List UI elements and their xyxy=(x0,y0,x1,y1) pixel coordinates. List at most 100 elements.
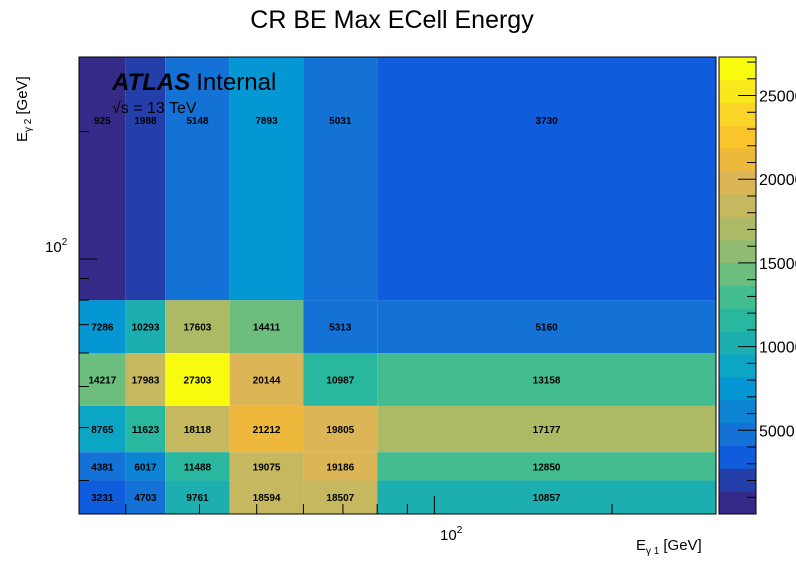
colorbar-segment xyxy=(719,376,756,401)
colorbar-segment xyxy=(719,262,756,286)
cell-value-label: 12850 xyxy=(533,462,561,473)
heatmap-cell xyxy=(125,352,166,406)
colorbar-tick-label: 5000 xyxy=(759,423,795,440)
atlas-label: ATLAS Internal xyxy=(111,69,276,96)
colorbar-segment xyxy=(719,308,756,332)
heatmap-cell xyxy=(377,480,716,514)
colorbar-frame xyxy=(718,56,757,515)
chart-title: CR BE Max ECell Energy xyxy=(250,6,534,34)
heatmap-cell xyxy=(303,480,378,514)
cell-value-label: 17983 xyxy=(132,375,160,386)
heatmap-cell xyxy=(165,57,230,301)
cell-value-label: 19805 xyxy=(326,425,354,436)
cell-value-label: 20144 xyxy=(253,375,281,386)
cell-value-label: 3730 xyxy=(535,116,558,127)
heatmap-cell xyxy=(229,300,304,353)
heatmap-cell xyxy=(377,405,716,453)
cell-value-label: 17603 xyxy=(184,323,212,334)
heatmap-cell xyxy=(79,405,126,453)
cell-value-label: 27303 xyxy=(184,375,212,386)
colorbar-segment xyxy=(719,216,756,241)
heatmap-cell xyxy=(165,352,230,406)
cell-value-label: 13158 xyxy=(533,375,561,386)
cell-value-label: 10987 xyxy=(326,375,354,386)
cell-value-label: 18594 xyxy=(253,493,281,504)
heatmap-cell xyxy=(125,452,166,481)
heatmap-cell xyxy=(377,57,716,301)
cell-value-label: 5031 xyxy=(329,116,352,127)
colorbar-segment xyxy=(719,148,756,172)
cell-value-label: 19186 xyxy=(326,462,354,473)
colorbar-segment xyxy=(719,285,756,309)
heatmap-cell xyxy=(165,480,230,514)
heatmap-cell xyxy=(229,480,304,514)
heatmap-cell xyxy=(125,405,166,453)
cell-value-label: 19075 xyxy=(253,462,281,473)
heatmap-cell xyxy=(229,57,304,301)
colorbar xyxy=(719,57,756,515)
energy-label: √s = 13 TeV xyxy=(112,100,197,117)
cell-value-label: 5148 xyxy=(186,116,209,127)
y-axis-ticks xyxy=(79,56,97,481)
colorbar-segment xyxy=(719,331,756,355)
heatmap-cell xyxy=(165,300,230,353)
heatmap-cell xyxy=(125,300,166,353)
heatmap-cell xyxy=(79,57,126,301)
cell-value-label: 10293 xyxy=(132,323,160,334)
colorbar-segment xyxy=(719,354,756,378)
y-axis-title: Eγ 2[GeV] xyxy=(14,76,34,142)
colorbar-segment xyxy=(719,422,756,446)
colorbar-tick-label: 25000 xyxy=(759,89,796,106)
colorbar-segment xyxy=(719,445,756,469)
cell-value-label: 9761 xyxy=(186,493,209,504)
heatmap-cell xyxy=(377,452,716,481)
colorbar-tick-label: 10000 xyxy=(759,340,796,357)
cell-value-label: 4381 xyxy=(91,462,114,473)
heatmap-cell xyxy=(303,300,378,353)
heatmap-cell xyxy=(125,480,166,514)
plot-frame xyxy=(78,56,717,515)
x-axis-ticks xyxy=(125,496,717,514)
heatmap-cell xyxy=(79,480,126,514)
heatmap-cell xyxy=(79,352,126,406)
colorbar-segment xyxy=(719,57,756,81)
cell-value-label: 14217 xyxy=(88,375,116,386)
heatmap-cell xyxy=(303,405,378,453)
y-tick-label: 102 xyxy=(45,237,68,256)
cell-value-label: 5313 xyxy=(329,323,352,334)
cell-value-label: 18507 xyxy=(326,493,354,504)
cell-value-label: 3231 xyxy=(91,493,114,504)
cell-value-label: 8765 xyxy=(91,425,114,436)
cell-value-label: 11623 xyxy=(132,425,160,436)
heatmap-cells xyxy=(79,57,716,514)
cell-value-label: 14411 xyxy=(253,323,281,334)
heatmap-cell xyxy=(165,405,230,453)
heatmap-cell xyxy=(125,57,166,301)
colorbar-segment xyxy=(719,171,756,195)
heatmap-cell xyxy=(303,57,378,301)
cell-value-label: 6017 xyxy=(134,462,157,473)
colorbar-segment xyxy=(719,125,756,149)
colorbar-tick-label: 15000 xyxy=(759,256,796,273)
heatmap-cell xyxy=(165,452,230,481)
heatmap-cell xyxy=(303,452,378,481)
cell-value-label: 1988 xyxy=(134,116,157,127)
x-tick-label: 102 xyxy=(440,525,463,544)
cell-value-label: 7893 xyxy=(255,116,278,127)
cell-value-label: 11488 xyxy=(184,462,212,473)
colorbar-segment xyxy=(719,102,756,127)
colorbar-segment xyxy=(719,239,756,264)
colorbar-segment xyxy=(719,194,756,218)
cell-value-label: 925 xyxy=(94,116,111,127)
cell-value-label: 5160 xyxy=(535,323,558,334)
heatmap-cell xyxy=(229,405,304,453)
cell-value-label: 21212 xyxy=(253,425,281,436)
heatmap-cell xyxy=(229,452,304,481)
colorbar-tick-label: 20000 xyxy=(759,172,796,189)
colorbar-segment xyxy=(719,468,756,492)
heatmap-cell xyxy=(229,352,304,406)
cell-value-label: 7286 xyxy=(91,323,114,334)
colorbar-ticks: 5000 10000 15000 20000 25000 xyxy=(738,61,796,498)
x-axis-title: Eγ 1 [GeV] xyxy=(636,537,702,557)
